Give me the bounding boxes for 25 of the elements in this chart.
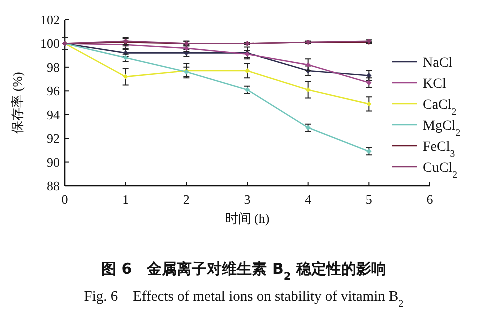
y-tick-label: 102 xyxy=(40,12,60,28)
x-tick-label: 2 xyxy=(183,192,190,207)
y-tick-label: 92 xyxy=(47,131,60,146)
x-tick-label: 6 xyxy=(426,192,434,207)
y-tick-label: 88 xyxy=(47,178,60,194)
legend-label: KCl xyxy=(423,77,446,92)
x-tick-label: 3 xyxy=(244,192,251,207)
x-tick-label: 5 xyxy=(366,192,372,207)
legend-label: NaCl xyxy=(423,56,453,71)
y-axis-title: 保存率 (%) xyxy=(10,72,25,134)
legend-label: CaCl$_{2}$ xyxy=(423,98,457,118)
caption: Fig. 6 Effects of metal ions on stability of vitamin B$_{2}$ xyxy=(84,289,404,310)
y-tick-label: 96 xyxy=(47,84,60,99)
legend-label: FeCl$_{3}$ xyxy=(423,140,456,160)
y-tick-label: 98 xyxy=(47,60,60,75)
caption: 图 6 金属离子对维生素 B$_{2}$ 稳定性的影响 xyxy=(102,260,386,283)
x-tick-label: 4 xyxy=(305,192,312,207)
x-tick-label: 0 xyxy=(62,192,68,207)
y-tick-label: 100 xyxy=(40,36,60,52)
y-tick-label: 94 xyxy=(47,107,60,122)
legend-label: MgCl$_{2}$ xyxy=(423,119,461,138)
legend-label: CuCl$_{2}$ xyxy=(423,161,458,180)
y-tick-label: 90 xyxy=(47,154,60,170)
x-axis-title: 时间 (h) xyxy=(225,211,270,226)
x-tick-label: 1 xyxy=(122,192,130,207)
